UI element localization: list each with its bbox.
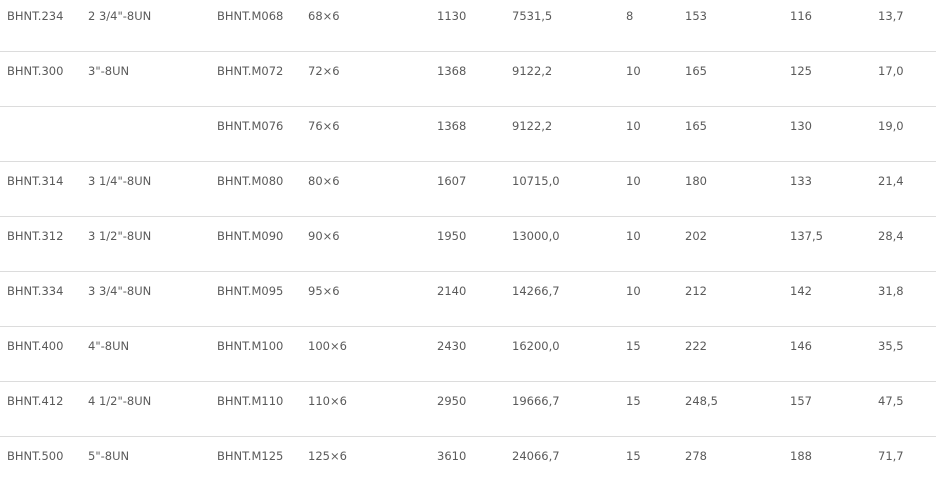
cell-col-5: 1368 bbox=[437, 64, 467, 78]
cell-col-7: 15 bbox=[626, 339, 641, 353]
cell-col-10: 47,5 bbox=[878, 394, 904, 408]
cell-inch-code: BHNT.400 bbox=[7, 339, 64, 353]
cell-thread-size: 3 3/4"-8UN bbox=[88, 284, 152, 298]
cell-col-6: 14266,7 bbox=[512, 284, 560, 298]
cell-col-9: 157 bbox=[790, 394, 812, 408]
cell-col-5: 3610 bbox=[437, 449, 467, 463]
cell-metric-thread: 72×6 bbox=[308, 64, 340, 78]
cell-col-9: 142 bbox=[790, 284, 812, 298]
cell-col-5: 2950 bbox=[437, 394, 467, 408]
table-row: BHNT.334 3 3/4"-8UN BHNT.M095 95×6 2140 14266… bbox=[0, 272, 936, 327]
cell-col-6: 19666,7 bbox=[512, 394, 560, 408]
cell-col-6: 24066,7 bbox=[512, 449, 560, 463]
cell-metric-code: BHNT.M068 bbox=[217, 9, 284, 23]
cell-metric-code: BHNT.M110 bbox=[217, 394, 284, 408]
cell-col-10: 21,4 bbox=[878, 174, 904, 188]
cell-metric-thread: 125×6 bbox=[308, 449, 347, 463]
table-row: BHNT.400 4"-8UN BHNT.M100 100×6 2430 16200,0 1… bbox=[0, 327, 936, 382]
cell-metric-code: BHNT.M080 bbox=[217, 174, 284, 188]
cell-thread-size: 3 1/2"-8UN bbox=[88, 229, 152, 243]
cell-col-8: 180 bbox=[685, 174, 707, 188]
cell-inch-code: BHNT.300 bbox=[7, 64, 64, 78]
table-row: BHNT.M076 76×6 1368 9122,2 10 165 130 19,0 bbox=[0, 107, 936, 162]
cell-metric-thread: 76×6 bbox=[308, 119, 340, 133]
cell-thread-size: 2 3/4"-8UN bbox=[88, 9, 152, 23]
cell-col-10: 28,4 bbox=[878, 229, 904, 243]
cell-inch-code: BHNT.312 bbox=[7, 229, 64, 243]
cell-metric-thread: 95×6 bbox=[308, 284, 340, 298]
cell-col-5: 1607 bbox=[437, 174, 467, 188]
cell-metric-thread: 80×6 bbox=[308, 174, 340, 188]
cell-col-8: 212 bbox=[685, 284, 707, 298]
cell-col-10: 19,0 bbox=[878, 119, 904, 133]
cell-col-9: 146 bbox=[790, 339, 812, 353]
cell-thread-size: 3"-8UN bbox=[88, 64, 130, 78]
table-row: BHNT.312 3 1/2"-8UN BHNT.M090 90×6 1950 13000… bbox=[0, 217, 936, 272]
cell-inch-code: BHNT.334 bbox=[7, 284, 64, 298]
cell-metric-code: BHNT.M100 bbox=[217, 339, 284, 353]
cell-col-10: 31,8 bbox=[878, 284, 904, 298]
cell-metric-code: BHNT.M072 bbox=[217, 64, 284, 78]
cell-inch-code: BHNT.500 bbox=[7, 449, 64, 463]
cell-thread-size: 4"-8UN bbox=[88, 339, 130, 353]
cell-metric-code: BHNT.M125 bbox=[217, 449, 284, 463]
cell-metric-thread: 90×6 bbox=[308, 229, 340, 243]
cell-metric-code: BHNT.M090 bbox=[217, 229, 284, 243]
cell-col-5: 1368 bbox=[437, 119, 467, 133]
table-row: BHNT.412 4 1/2"-8UN BHNT.M110 110×6 2950 1966… bbox=[0, 382, 936, 437]
cell-col-5: 1950 bbox=[437, 229, 467, 243]
cell-inch-code: BHNT.412 bbox=[7, 394, 64, 408]
cell-metric-thread: 110×6 bbox=[308, 394, 347, 408]
cell-col-5: 2140 bbox=[437, 284, 467, 298]
table-row: BHNT.500 5"-8UN BHNT.M125 125×6 3610 24066,7 1… bbox=[0, 437, 936, 492]
cell-col-9: 130 bbox=[790, 119, 812, 133]
cell-col-9: 116 bbox=[790, 9, 812, 23]
cell-col-6: 16200,0 bbox=[512, 339, 560, 353]
cell-col-5: 2430 bbox=[437, 339, 467, 353]
cell-col-6: 13000,0 bbox=[512, 229, 560, 243]
cell-col-9: 137,5 bbox=[790, 229, 823, 243]
cell-col-7: 15 bbox=[626, 449, 641, 463]
cell-col-5: 1130 bbox=[437, 9, 467, 23]
cell-col-6: 7531,5 bbox=[512, 9, 553, 23]
cell-col-6: 10715,0 bbox=[512, 174, 560, 188]
cell-inch-code: BHNT.314 bbox=[7, 174, 64, 188]
cell-col-7: 10 bbox=[626, 119, 641, 133]
cell-metric-code: BHNT.M095 bbox=[217, 284, 284, 298]
table-row: BHNT.314 3 1/4"-8UN BHNT.M080 80×6 1607 10715… bbox=[0, 162, 936, 217]
cell-col-6: 9122,2 bbox=[512, 64, 553, 78]
cell-col-8: 165 bbox=[685, 64, 707, 78]
cell-col-10: 17,0 bbox=[878, 64, 904, 78]
cell-thread-size: 5"-8UN bbox=[88, 449, 130, 463]
cell-col-8: 165 bbox=[685, 119, 707, 133]
cell-inch-code: BHNT.234 bbox=[7, 9, 64, 23]
cell-col-9: 125 bbox=[790, 64, 812, 78]
cell-col-7: 10 bbox=[626, 284, 641, 298]
cell-col-7: 15 bbox=[626, 394, 641, 408]
cell-col-8: 222 bbox=[685, 339, 707, 353]
table-row: BHNT.300 3"-8UN BHNT.M072 72×6 1368 9122,2 10 1… bbox=[0, 52, 936, 107]
cell-col-8: 153 bbox=[685, 9, 707, 23]
cell-col-7: 10 bbox=[626, 174, 641, 188]
cell-col-10: 13,7 bbox=[878, 9, 904, 23]
cell-col-10: 35,5 bbox=[878, 339, 904, 353]
table-row: BHNT.234 2 3/4"-8UN BHNT.M068 68×6 1130 7531,… bbox=[0, 0, 936, 52]
cell-col-8: 202 bbox=[685, 229, 707, 243]
cell-col-8: 248,5 bbox=[685, 394, 718, 408]
cell-metric-thread: 68×6 bbox=[308, 9, 340, 23]
cell-col-7: 10 bbox=[626, 229, 641, 243]
cell-col-9: 133 bbox=[790, 174, 812, 188]
cell-col-8: 278 bbox=[685, 449, 707, 463]
cell-metric-code: BHNT.M076 bbox=[217, 119, 284, 133]
cell-thread-size: 4 1/2"-8UN bbox=[88, 394, 152, 408]
cell-col-6: 9122,2 bbox=[512, 119, 553, 133]
cell-metric-thread: 100×6 bbox=[308, 339, 347, 353]
cell-col-9: 188 bbox=[790, 449, 812, 463]
cell-col-10: 71,7 bbox=[878, 449, 904, 463]
cell-col-7: 10 bbox=[626, 64, 641, 78]
cell-thread-size: 3 1/4"-8UN bbox=[88, 174, 152, 188]
cell-col-7: 8 bbox=[626, 9, 634, 23]
